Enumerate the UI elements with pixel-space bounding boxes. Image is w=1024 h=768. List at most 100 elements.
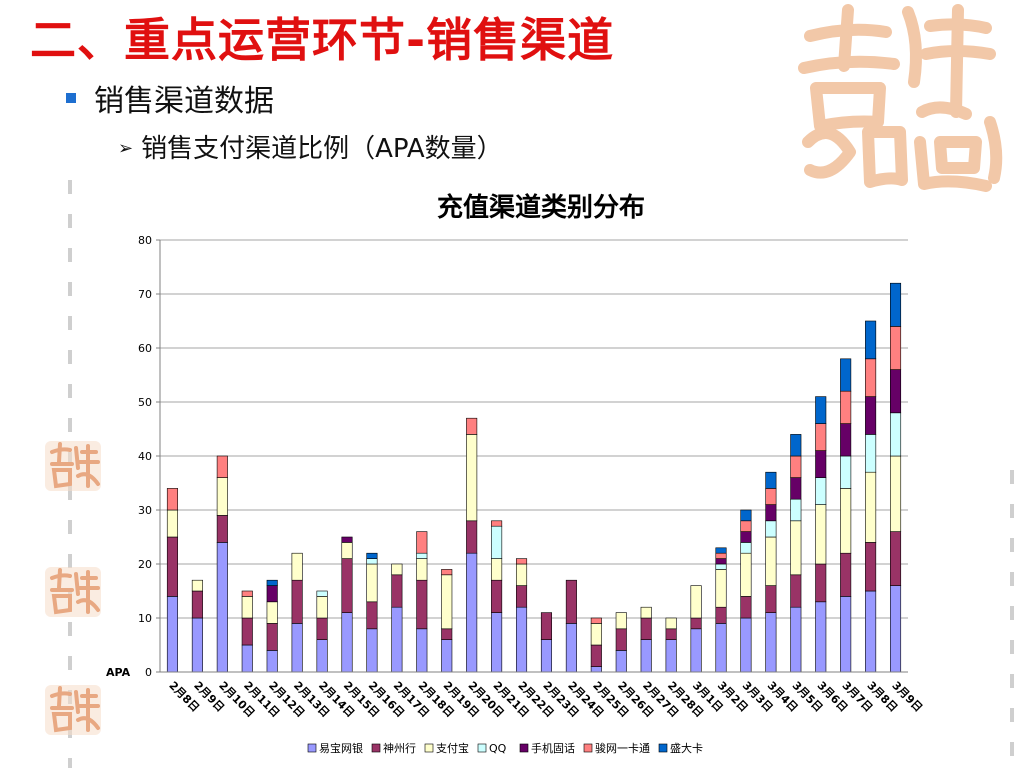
bullet-level-1: 销售渠道数据 bbox=[66, 76, 274, 120]
legend-swatch bbox=[519, 743, 529, 753]
bar-segment bbox=[441, 569, 453, 576]
bar-segment bbox=[715, 552, 727, 559]
bar-segment bbox=[790, 520, 802, 576]
bar-segment bbox=[316, 639, 328, 673]
chart-title: 充值渠道类别分布 bbox=[437, 192, 645, 223]
bar-segment bbox=[391, 606, 403, 673]
chart-axes: 010203040506070802月8日2月9日2月10日2月11日2月12日… bbox=[138, 234, 925, 720]
bar-segment bbox=[166, 509, 179, 538]
bar-segment bbox=[715, 623, 727, 673]
bar-segment bbox=[166, 488, 179, 511]
bar-segment bbox=[366, 628, 378, 673]
legend-label: 支付宝 bbox=[436, 741, 469, 755]
bar-segment bbox=[266, 601, 278, 624]
bar-segment bbox=[615, 650, 627, 673]
bar-segment bbox=[166, 596, 179, 673]
chart-bars bbox=[166, 282, 902, 673]
bar-segment bbox=[765, 585, 777, 613]
bar-segment bbox=[740, 552, 752, 597]
bar-segment bbox=[865, 542, 877, 592]
bar-segment bbox=[765, 520, 777, 538]
bullet-square-icon bbox=[66, 93, 76, 103]
bar-segment bbox=[316, 617, 328, 640]
y-tick-label: 80 bbox=[138, 234, 152, 247]
bar-segment bbox=[889, 585, 902, 673]
chart-gridlines bbox=[160, 239, 908, 619]
bar-segment bbox=[366, 558, 378, 565]
bar-segment bbox=[889, 369, 902, 414]
bar-segment bbox=[216, 515, 228, 543]
bar-segment bbox=[316, 590, 328, 597]
bar-segment bbox=[790, 606, 802, 673]
bar-segment bbox=[889, 531, 902, 586]
bar-segment bbox=[515, 606, 528, 673]
bar-segment bbox=[216, 542, 228, 673]
bar-segment bbox=[590, 666, 602, 673]
legend-swatch bbox=[477, 743, 487, 753]
bar-segment bbox=[889, 412, 902, 457]
bar-segment bbox=[790, 498, 802, 522]
bar-segment bbox=[291, 552, 303, 581]
bar-segment bbox=[815, 450, 827, 478]
bar-segment bbox=[416, 558, 428, 581]
bar-segment bbox=[266, 623, 278, 651]
bar-segment bbox=[416, 579, 428, 630]
chart-legend: 易宝网银 神州行 支付宝 QQ 手机固话 骏网一卡通 盛大卡 bbox=[307, 741, 703, 755]
bar-segment bbox=[889, 326, 902, 370]
bar-segment bbox=[191, 590, 203, 619]
stacked-bar-chart: 充值渠道类别分布 010203040506070802月8日2月9日2月10日2… bbox=[106, 192, 925, 755]
bar-segment bbox=[815, 477, 827, 505]
bar-segment bbox=[840, 390, 852, 424]
bar-segment bbox=[540, 639, 553, 673]
bar-segment bbox=[491, 520, 503, 527]
bar-segment bbox=[840, 455, 852, 489]
bar-segment bbox=[166, 536, 179, 597]
bar-segment bbox=[690, 617, 702, 630]
jixiang-calligraphy-logo-icon bbox=[798, 4, 1003, 192]
bar-segment bbox=[715, 547, 727, 554]
bar-segment bbox=[690, 585, 702, 619]
bar-segment bbox=[715, 606, 727, 624]
bar-segment bbox=[690, 628, 702, 673]
bar-segment bbox=[466, 417, 478, 435]
legend-swatch bbox=[307, 743, 317, 753]
bar-segment bbox=[191, 579, 203, 592]
bar-segment bbox=[241, 644, 253, 673]
bar-segment bbox=[491, 612, 503, 673]
bar-segment bbox=[790, 574, 802, 608]
y-tick-label: 50 bbox=[138, 396, 152, 409]
bar-segment bbox=[640, 617, 652, 640]
bar-segment bbox=[515, 585, 528, 608]
bar-segment bbox=[665, 617, 677, 630]
bar-segment bbox=[191, 617, 203, 673]
bullet-level-2: ➢ 销售支付渠道比例（APA数量） bbox=[118, 128, 503, 165]
bar-segment bbox=[815, 563, 827, 603]
bar-segment bbox=[815, 396, 827, 424]
bar-segment bbox=[441, 639, 453, 673]
bar-segment bbox=[341, 612, 353, 673]
bar-segment bbox=[815, 601, 827, 673]
bar-segment bbox=[241, 596, 253, 619]
bar-segment bbox=[790, 477, 802, 500]
bullet-level-2-text: 销售支付渠道比例（APA数量） bbox=[141, 134, 503, 164]
bar-segment bbox=[416, 531, 428, 554]
bar-segment bbox=[865, 358, 877, 397]
bar-segment bbox=[765, 488, 777, 505]
y-tick-label: 0 bbox=[145, 666, 152, 679]
bar-segment bbox=[740, 509, 752, 522]
legend-swatch bbox=[371, 743, 381, 753]
bar-segment bbox=[491, 558, 503, 581]
bar-segment bbox=[865, 396, 877, 435]
legend-swatch bbox=[424, 743, 434, 753]
bar-segment bbox=[865, 434, 877, 473]
slide-title: 二、重点运营环节-销售渠道 bbox=[30, 13, 615, 67]
bar-segment bbox=[640, 639, 652, 673]
bar-segment bbox=[740, 596, 752, 619]
legend-label: QQ bbox=[489, 742, 507, 755]
bar-segment bbox=[341, 542, 353, 559]
bar-segment bbox=[665, 639, 677, 673]
y-tick-label: 30 bbox=[138, 504, 152, 517]
bar-segment bbox=[515, 563, 528, 586]
right-dashed-rail bbox=[1010, 470, 1014, 768]
bar-segment bbox=[266, 579, 278, 586]
